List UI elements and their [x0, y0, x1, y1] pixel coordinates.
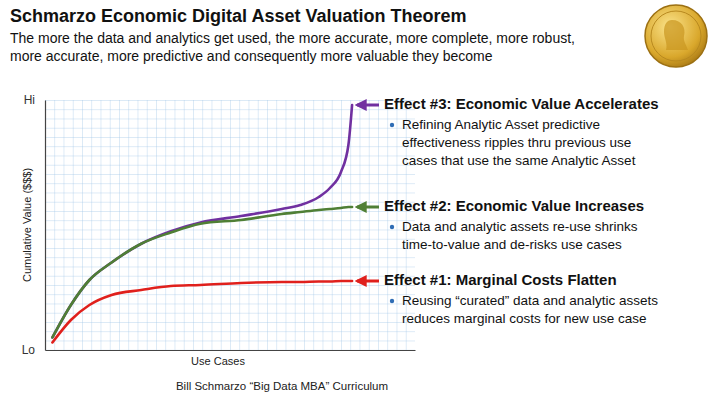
annotation-text: Refining Analytic Asset predictive	[402, 117, 600, 132]
y-axis-title: Cumulative Value ($$$)	[21, 168, 33, 282]
chart-svg: Schmarzo Economic Digital Asset Valuatio…	[0, 0, 710, 399]
annotation-arrow	[357, 104, 379, 107]
subtitle: more accurate, more predictive and conse…	[10, 48, 493, 64]
annotation-title: Effect #1: Marginal Costs Flatten	[384, 271, 617, 288]
subtitle: The more the data and analytics get used…	[10, 30, 575, 46]
y-tick: Hi	[24, 93, 45, 107]
annotation-title: Effect #3: Economic Value Accelerates	[384, 95, 659, 112]
annotation-arrow	[357, 206, 379, 209]
title: Schmarzo Economic Digital Asset Valuatio…	[10, 6, 466, 26]
y-tick-label: Lo	[22, 343, 36, 357]
medal	[645, 5, 707, 67]
bullet	[390, 123, 394, 127]
x-axis-line	[46, 350, 416, 351]
annotation-text: reduces marginal costs for new use case	[402, 311, 647, 326]
annotation-arrow	[357, 280, 379, 283]
source: Bill Schmarzo “Big Data MBA” Curriculum	[176, 380, 388, 392]
grid	[45, 100, 415, 350]
annotation-title: Effect #2: Economic Value Increases	[384, 197, 644, 214]
background	[0, 0, 710, 399]
x-axis-title: Use Cases	[191, 355, 245, 367]
bullet	[390, 225, 394, 229]
x-axis	[46, 350, 416, 351]
medal-profile	[664, 20, 688, 50]
annotation-text: effectiveness ripples thru previous use	[402, 135, 631, 150]
annotation-text: time-to-value and de-risks use cases	[402, 237, 622, 252]
y-tick-label: Hi	[24, 93, 35, 107]
y-axis: Lo Hi	[22, 93, 46, 357]
plot-area	[52, 105, 352, 343]
medal-ring	[651, 11, 701, 61]
y-tick: Lo	[22, 343, 45, 357]
medal-disc	[645, 5, 707, 67]
annotation-text: Data and analytic assets re-use shrinks	[402, 219, 638, 234]
chart-container: Schmarzo Economic Digital Asset Valuatio…	[0, 0, 710, 399]
series-line	[52, 207, 352, 338]
series-line	[52, 281, 352, 343]
annotation-text: cases that use the same Analytic Asset	[402, 153, 636, 168]
annotation-text: Reusing “curated” data and analytic asse…	[402, 293, 658, 308]
bullet	[390, 299, 394, 303]
y-axis-line	[45, 101, 46, 351]
series-line	[52, 105, 352, 338]
